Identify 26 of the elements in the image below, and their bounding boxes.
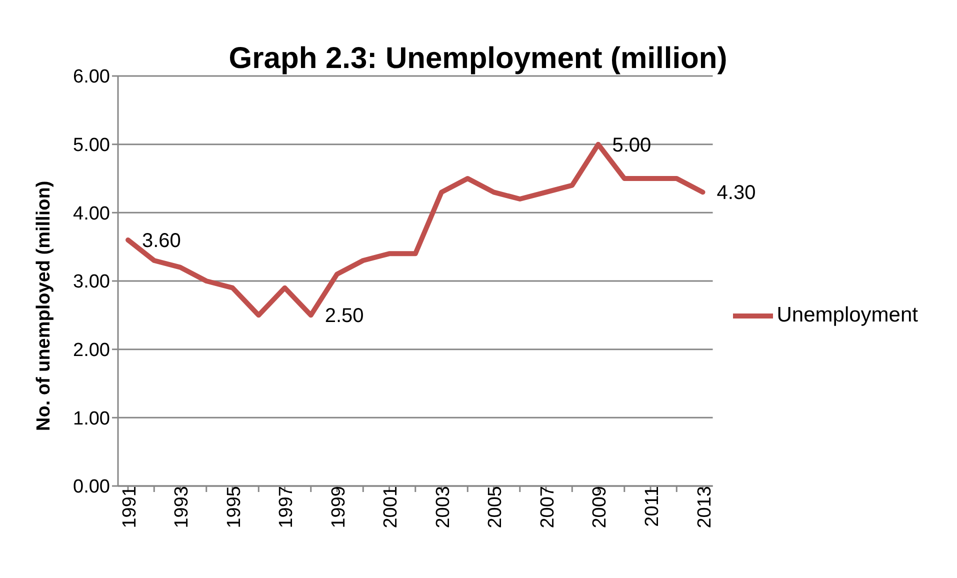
data-label: 4.30 — [716, 182, 756, 204]
legend-label: Unemployment — [776, 304, 918, 327]
y-tick-label: 6.00 — [73, 66, 110, 88]
y-tick-label: 1.00 — [73, 408, 110, 430]
y-tick-label: 0.00 — [73, 476, 110, 498]
x-tick-label: 2007 — [538, 486, 558, 528]
x-tick-label: 2003 — [433, 486, 454, 528]
data-label: 3.60 — [142, 230, 181, 252]
x-tick-label: 2009 — [590, 486, 611, 528]
y-tick-label: 2.00 — [73, 340, 110, 362]
y-tick-label: 5.00 — [73, 135, 110, 156]
y-axis-title: No. of unemployed (million) — [34, 180, 55, 431]
x-tick-label: 1997 — [276, 486, 298, 528]
x-tick-label: 1991 — [119, 486, 140, 528]
x-tick-label: 1999 — [328, 486, 350, 528]
y-tick-label: 4.00 — [73, 203, 110, 224]
data-label: 2.50 — [324, 305, 364, 328]
data-label: 5.00 — [612, 134, 652, 156]
x-tick-label: 2001 — [380, 486, 402, 528]
x-tick-label: 2005 — [485, 486, 506, 528]
x-tick-label: 2013 — [694, 486, 716, 528]
chart-title: Graph 2.3: Unemployment (million) — [228, 41, 728, 75]
x-tick-label: 1993 — [172, 486, 193, 528]
y-tick-label: 3.00 — [73, 272, 110, 293]
x-tick-label: 2011 — [642, 486, 664, 527]
x-tick-label: 1995 — [224, 486, 245, 528]
